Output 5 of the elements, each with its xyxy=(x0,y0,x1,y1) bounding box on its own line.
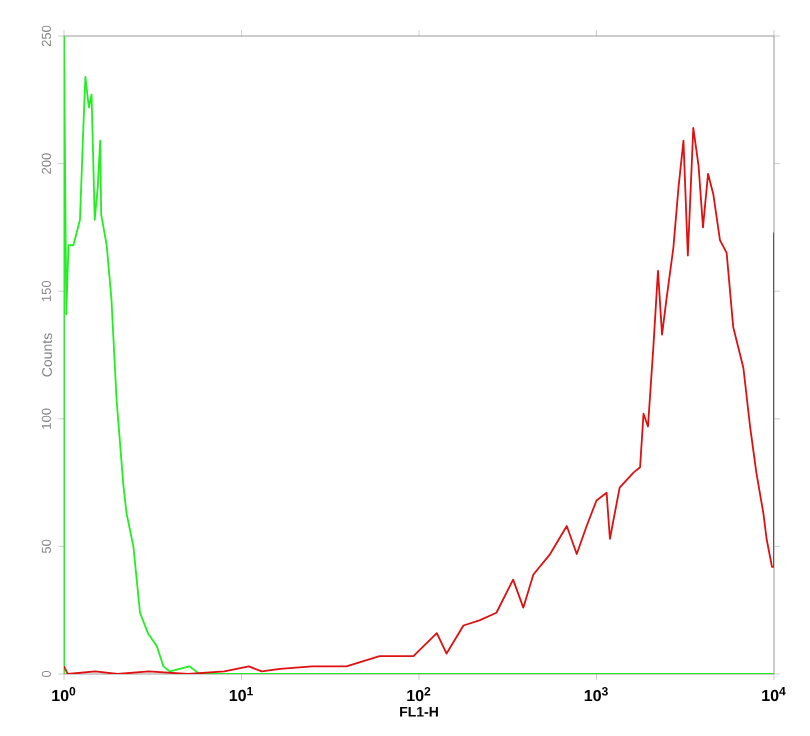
x-tick-label: 10$^{4}$ xyxy=(762,687,786,702)
x-tick-label: 10$^{2}$ xyxy=(407,687,431,702)
x-tick-label: 10$^{0}$ xyxy=(52,687,76,702)
x-tick-label: 10$^{1}$ xyxy=(229,687,253,702)
x-tick-label: 10$^{3}$ xyxy=(584,687,608,702)
